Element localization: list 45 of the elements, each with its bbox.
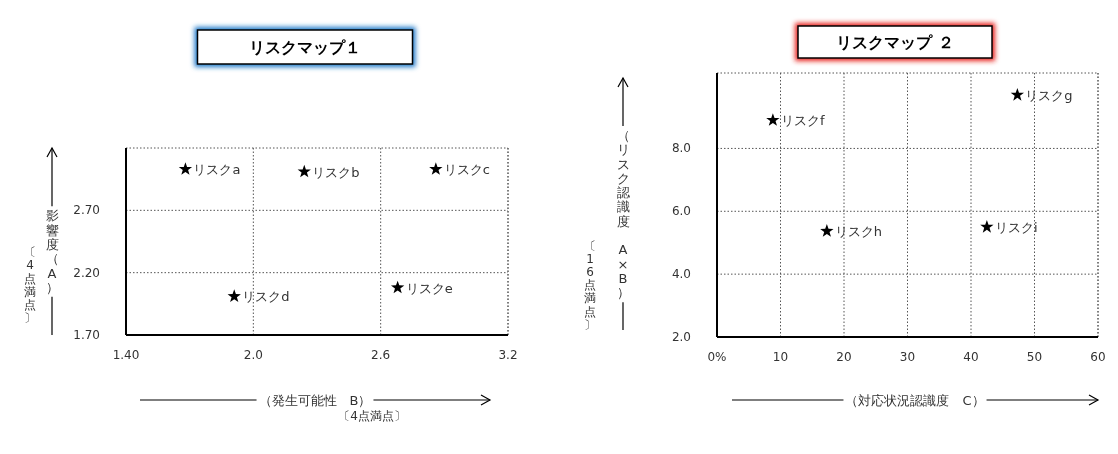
point	[766, 113, 780, 126]
x-tick-label: 60	[1090, 350, 1106, 364]
y-axis-title: 影響度（A）	[45, 208, 59, 295]
point	[980, 220, 994, 233]
y-tick-label: 8.0	[671, 141, 691, 156]
x-tick-label: 20	[836, 350, 852, 364]
x-tick-label: 1.40	[112, 348, 140, 362]
point	[390, 280, 405, 294]
series-label: リスクf	[780, 113, 825, 129]
text: （リスク認識度 A×B）	[616, 127, 630, 301]
text: 〔4点満点〕	[338, 409, 406, 423]
series-label: リスクc	[443, 162, 490, 178]
series-label: リスクi	[994, 220, 1038, 235]
y-tick-label: 2.0	[671, 330, 691, 344]
y-tick-label: 1.70	[73, 328, 100, 342]
series-label: リスクd	[242, 289, 290, 305]
x-tick-label: 10	[772, 350, 789, 364]
y-tick-label: 6.0	[671, 204, 691, 219]
point	[297, 164, 311, 178]
chart-title: リスクマップ１	[249, 38, 361, 57]
series-label: リスクh	[834, 224, 883, 240]
series-label: リスクb	[312, 164, 360, 180]
series-label: リスクg	[1025, 88, 1073, 103]
point	[1010, 88, 1025, 101]
point	[227, 289, 241, 303]
y-tick-label: 4.0	[671, 267, 691, 282]
x-tick-label: 40	[963, 350, 979, 364]
x-tick-label: 2.0	[243, 348, 263, 362]
point	[178, 162, 193, 175]
y-tick-label: 2.70	[73, 203, 100, 218]
x-tick-label: 3.2	[498, 348, 518, 362]
series-label: リスクa	[193, 162, 241, 178]
chart-title: リスクマップ ２	[836, 33, 954, 52]
series-label: リスクe	[405, 280, 453, 296]
x-axis-title: （発生可能性 B）	[258, 393, 372, 408]
y-tick-label: 2.20	[73, 265, 100, 280]
x-tick-label: 2.6	[371, 348, 391, 362]
point	[429, 162, 443, 175]
point	[820, 224, 834, 237]
x-tick-label: 0%	[707, 350, 727, 364]
x-tick-label: 50	[1026, 350, 1043, 364]
x-tick-label: 30	[899, 350, 916, 364]
text: 〔16点満点〕	[584, 238, 596, 332]
x-axis-title: （対応状況認識度 C）	[845, 393, 985, 408]
text: 〔4点満点〕	[24, 245, 36, 326]
